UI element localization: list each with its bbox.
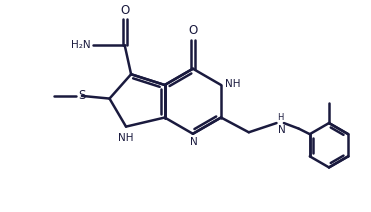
Text: H: H bbox=[278, 113, 284, 122]
Text: H₂N: H₂N bbox=[72, 40, 91, 50]
Text: O: O bbox=[120, 4, 129, 17]
Text: N: N bbox=[190, 137, 198, 148]
Text: NH: NH bbox=[225, 78, 240, 89]
Text: O: O bbox=[188, 24, 197, 37]
Text: N: N bbox=[278, 124, 285, 135]
Text: NH: NH bbox=[118, 133, 133, 143]
Text: S: S bbox=[78, 89, 86, 102]
